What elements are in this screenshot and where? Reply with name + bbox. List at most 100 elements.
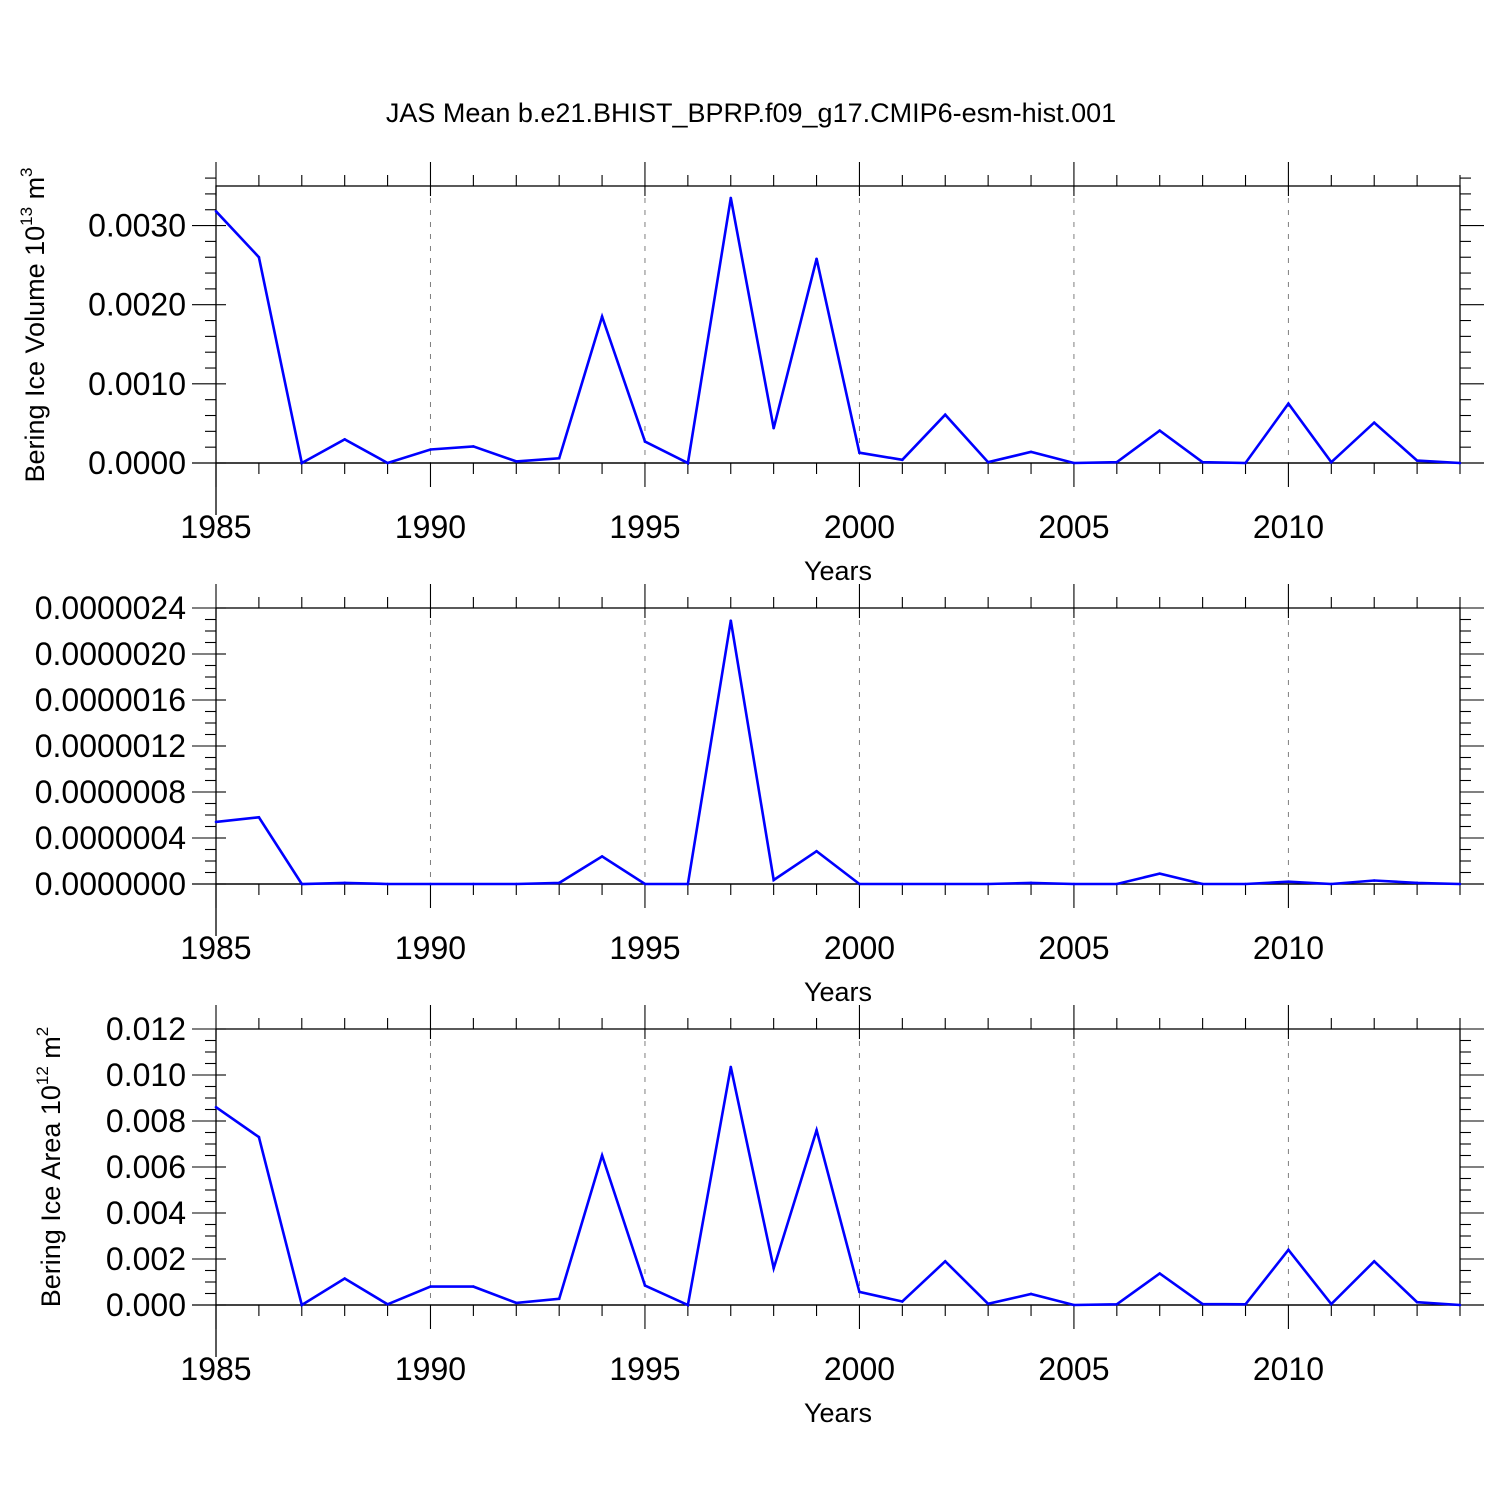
data-point xyxy=(1072,1303,1076,1307)
data-point xyxy=(300,1303,304,1307)
data-point xyxy=(1415,881,1419,885)
data-point xyxy=(772,426,775,430)
data-point xyxy=(343,437,346,441)
data-point xyxy=(1415,1300,1419,1304)
data-point xyxy=(214,820,218,824)
data-point xyxy=(386,1303,389,1306)
data-point xyxy=(1458,461,1462,465)
data-point xyxy=(772,878,775,882)
data-point xyxy=(429,882,432,886)
data-point xyxy=(514,1301,518,1305)
data-point xyxy=(643,1284,647,1287)
y-tick-label: 0.0000008 xyxy=(35,774,186,810)
data-point xyxy=(1287,1248,1290,1252)
data-point xyxy=(600,315,604,318)
data-point xyxy=(943,413,947,417)
data-point xyxy=(1244,461,1247,465)
data-point xyxy=(1244,882,1247,886)
data-point xyxy=(1287,880,1290,883)
data-point xyxy=(386,882,389,886)
y-axis-title-unit: m xyxy=(36,1036,66,1066)
y-axis-title-exponent: 12 xyxy=(33,1066,52,1085)
x-tick-label: 1985 xyxy=(180,509,251,545)
y-axis-title-main: Bering Ice Area 10 xyxy=(36,1085,66,1307)
data-point xyxy=(1115,460,1119,464)
x-axis-title: Years xyxy=(804,556,872,586)
x-axis-title: Years xyxy=(804,1398,872,1428)
data-point xyxy=(1201,460,1204,464)
panel-ice-volume: Bering Ice Volume 1013 m3 1985 1990 1995 20… xyxy=(17,162,1484,586)
data-point xyxy=(472,445,475,448)
data-point xyxy=(1287,402,1290,405)
data-point xyxy=(943,1260,947,1263)
data-point xyxy=(1158,429,1162,432)
y-tick-label: 0.0020 xyxy=(88,287,186,323)
data-point xyxy=(901,1300,904,1303)
data-point xyxy=(1115,882,1119,886)
y-axis-title-unit-exponent: 2 xyxy=(33,1027,52,1036)
data-point xyxy=(557,1297,561,1301)
panel-middle: 1985 1990 1995 2000 2005 2010 Years 0.0000000 0.… xyxy=(35,584,1484,1007)
x-tick-label: 1985 xyxy=(180,930,251,966)
data-point xyxy=(600,855,604,858)
y-tick-label: 0.0000020 xyxy=(35,636,186,672)
y-tick-label: 0.0000000 xyxy=(35,866,186,902)
data-point xyxy=(901,882,904,886)
y-axis-title-unit: m xyxy=(20,177,50,207)
series-line xyxy=(215,620,1461,886)
data-point xyxy=(858,882,861,886)
data-point xyxy=(686,461,690,465)
y-tick-label: 0.004 xyxy=(106,1195,186,1231)
panel-ice-area: Bering Ice Area 1012 m2 1985 1990 1995 2000… xyxy=(33,1005,1484,1428)
x-tick-label: 2000 xyxy=(824,930,895,966)
data-point xyxy=(1330,1302,1333,1306)
y-tick-label: 0.0000 xyxy=(88,445,186,481)
data-point xyxy=(257,816,261,819)
data-point xyxy=(686,882,690,886)
data-point xyxy=(1244,1303,1247,1306)
x-tick-label: 1990 xyxy=(395,1351,466,1387)
data-point xyxy=(729,619,733,622)
data-point xyxy=(901,458,904,462)
data-point xyxy=(214,1105,218,1109)
x-tick-label: 2005 xyxy=(1038,1351,1109,1387)
data-point xyxy=(943,882,947,886)
data-point xyxy=(257,1135,261,1139)
data-point xyxy=(429,1285,432,1288)
data-point xyxy=(772,1266,775,1270)
y-axis-title-ice-volume: Bering Ice Volume 1013 m3 xyxy=(17,167,50,482)
data-point xyxy=(1029,1292,1033,1296)
y-tick-label: 0.012 xyxy=(106,1011,186,1047)
y-tick-label: 0.0000004 xyxy=(35,820,186,856)
x-tick-label: 2000 xyxy=(824,509,895,545)
x-tick-label: 1995 xyxy=(609,509,680,545)
y-tick-label: 0.002 xyxy=(106,1241,186,1277)
x-tick-label: 2010 xyxy=(1253,509,1324,545)
series-line xyxy=(215,1066,1461,1308)
series-line xyxy=(215,197,1461,465)
data-point xyxy=(1158,872,1162,875)
y-tick-label: 0.0000016 xyxy=(35,682,186,718)
y-tick-label: 0.0030 xyxy=(88,208,186,244)
data-point xyxy=(1029,450,1033,454)
data-point xyxy=(1072,461,1076,465)
x-tick-label: 2000 xyxy=(824,1351,895,1387)
data-point xyxy=(343,1277,346,1280)
data-point xyxy=(343,881,346,885)
data-point xyxy=(214,210,218,213)
data-point xyxy=(815,1128,818,1132)
data-point xyxy=(557,456,561,460)
y-tick-label: 0.0000012 xyxy=(35,728,186,764)
data-point xyxy=(1115,1303,1119,1306)
figure-title: JAS Mean b.e21.BHIST_BPRP.f09_g17.CMIP6-… xyxy=(386,98,1116,128)
y-tick-label: 0.010 xyxy=(106,1057,186,1093)
x-tick-label: 1995 xyxy=(609,1351,680,1387)
data-point xyxy=(1458,882,1462,886)
x-tick-label: 1990 xyxy=(395,509,466,545)
data-point xyxy=(858,1290,861,1294)
x-tick-label: 2005 xyxy=(1038,509,1109,545)
data-point xyxy=(1458,1303,1462,1307)
data-point xyxy=(1372,1260,1376,1263)
